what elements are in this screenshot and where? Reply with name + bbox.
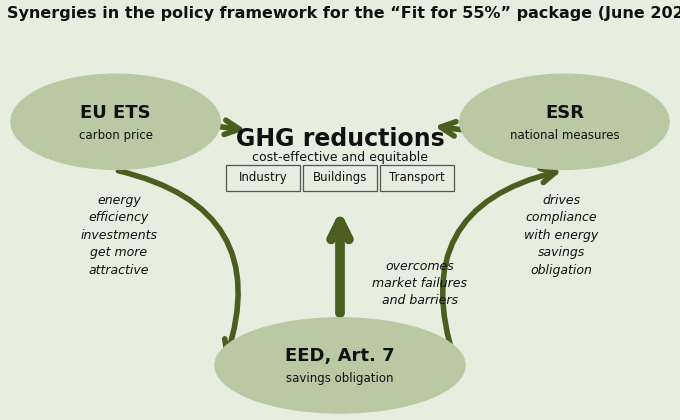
Text: national measures: national measures [509, 129, 619, 142]
Text: Industry: Industry [239, 171, 288, 184]
Text: drives
compliance
with energy
savings
obligation: drives compliance with energy savings ob… [524, 194, 598, 277]
Ellipse shape [459, 74, 670, 170]
Text: GHG reductions: GHG reductions [236, 126, 444, 151]
Text: carbon price: carbon price [79, 129, 152, 142]
Text: ESR: ESR [545, 104, 584, 121]
Text: EU ETS: EU ETS [80, 104, 151, 121]
Ellipse shape [214, 317, 466, 414]
Text: EED, Art. 7: EED, Art. 7 [285, 347, 395, 365]
Text: cost-effective and equitable: cost-effective and equitable [252, 151, 428, 164]
Text: savings obligation: savings obligation [286, 373, 394, 385]
Text: Buildings: Buildings [313, 171, 367, 184]
Text: Transport: Transport [389, 171, 445, 184]
FancyBboxPatch shape [226, 165, 301, 191]
Text: overcomes
market failures
and barriers: overcomes market failures and barriers [372, 260, 467, 307]
Text: energy
efficiency
investments
get more
attractive: energy efficiency investments get more a… [80, 194, 158, 277]
Ellipse shape [10, 74, 221, 170]
Text: Synergies in the policy framework for the “Fit for 55%” package (June 2021): Synergies in the policy framework for th… [7, 6, 680, 21]
FancyBboxPatch shape [303, 165, 377, 191]
FancyBboxPatch shape [379, 165, 454, 191]
